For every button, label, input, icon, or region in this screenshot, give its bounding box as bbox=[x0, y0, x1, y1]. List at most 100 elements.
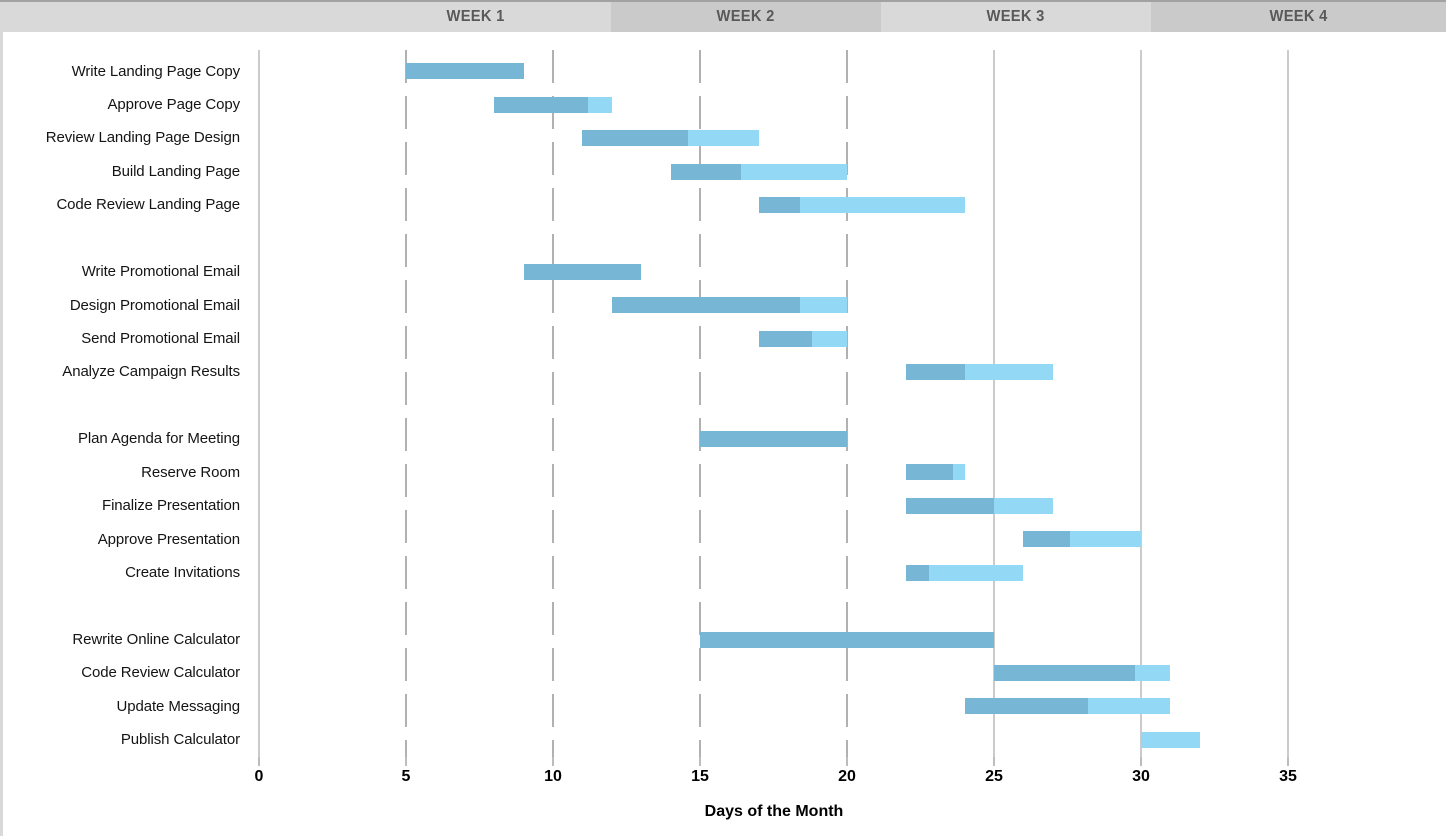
task-bar-remaining-segment bbox=[993, 497, 1053, 514]
task-label: Review Landing Page Design bbox=[45, 129, 240, 147]
task-label: Send Promotional Email bbox=[81, 329, 240, 347]
task-bar-complete-segment bbox=[611, 297, 800, 314]
x-tick-10 bbox=[552, 757, 554, 766]
task-bar-remaining-segment bbox=[1088, 698, 1171, 715]
task-bar-remaining-segment bbox=[688, 130, 759, 147]
task-bar-remaining-segment bbox=[1070, 531, 1141, 548]
week-band-3: WEEK 3 bbox=[881, 2, 1151, 32]
week-3-label: WEEK 3 bbox=[986, 8, 1046, 25]
task-bar[interactable] bbox=[905, 464, 965, 481]
task-bar-remaining-segment bbox=[929, 564, 1024, 581]
x-axis-title: Days of the Month bbox=[704, 803, 844, 820]
task-bar[interactable] bbox=[406, 63, 524, 80]
week-1-label: WEEK 1 bbox=[446, 8, 506, 25]
task-bar[interactable] bbox=[611, 297, 847, 314]
gridline-day-30 bbox=[1140, 50, 1142, 757]
x-tick-label-10: 10 bbox=[544, 768, 562, 785]
task-bar[interactable] bbox=[905, 364, 1053, 381]
task-label: Rewrite Online Calculator bbox=[72, 630, 240, 648]
task-label: Finalize Presentation bbox=[102, 497, 240, 515]
task-label: Approve Page Copy bbox=[107, 95, 240, 113]
task-label: Code Review Calculator bbox=[81, 664, 240, 682]
task-bar-complete-segment bbox=[758, 196, 800, 213]
task-bar[interactable] bbox=[700, 430, 847, 447]
task-bar[interactable] bbox=[1141, 731, 1200, 748]
task-bar[interactable] bbox=[582, 130, 759, 147]
task-bar[interactable] bbox=[758, 196, 965, 213]
task-bar-complete-segment bbox=[964, 698, 1089, 715]
task-bar[interactable] bbox=[905, 497, 1053, 514]
x-tick-0 bbox=[258, 757, 260, 766]
x-tick-label-15: 15 bbox=[691, 768, 709, 785]
x-tick-label-30: 30 bbox=[1132, 768, 1150, 785]
gridline-day-25 bbox=[993, 50, 995, 757]
task-bar-complete-segment bbox=[523, 263, 642, 280]
task-bar[interactable] bbox=[905, 564, 1024, 581]
task-label: Analyze Campaign Results bbox=[62, 363, 240, 381]
gridline-day-15 bbox=[699, 50, 701, 757]
x-tick-5 bbox=[405, 757, 407, 766]
task-bar-complete-segment bbox=[905, 364, 965, 381]
x-tick-35 bbox=[1287, 757, 1289, 766]
task-bar-remaining-segment bbox=[964, 364, 1053, 381]
task-bar-complete-segment bbox=[1023, 531, 1071, 548]
task-bar[interactable] bbox=[523, 263, 642, 280]
task-bar-remaining-segment bbox=[811, 330, 847, 347]
task-bar-remaining-segment bbox=[1135, 664, 1171, 681]
task-label: Plan Agenda for Meeting bbox=[78, 430, 240, 448]
task-label: Update Messaging bbox=[116, 697, 241, 715]
gridline-day-10 bbox=[552, 50, 554, 757]
week-2-label: WEEK 2 bbox=[716, 8, 776, 25]
week-band-4: WEEK 4 bbox=[1151, 2, 1446, 32]
x-tick-label-25: 25 bbox=[985, 768, 1003, 785]
task-bar[interactable] bbox=[758, 330, 847, 347]
task-bar[interactable] bbox=[994, 664, 1171, 681]
task-label: Write Landing Page Copy bbox=[71, 62, 240, 80]
task-bar-complete-segment bbox=[905, 464, 953, 481]
task-label: Approve Presentation bbox=[97, 530, 240, 548]
task-bar-remaining-segment bbox=[799, 196, 965, 213]
task-bar[interactable] bbox=[964, 698, 1171, 715]
task-bar-complete-segment bbox=[905, 564, 930, 581]
week-header: WEEK 1 WEEK 2 WEEK 3 WEEK 4 bbox=[0, 2, 1446, 32]
task-bar[interactable] bbox=[1023, 531, 1141, 548]
task-bar-complete-segment bbox=[700, 631, 994, 648]
task-bar[interactable] bbox=[494, 96, 612, 113]
x-tick-label-5: 5 bbox=[401, 768, 411, 785]
window-top-edge bbox=[0, 0, 1446, 2]
task-bar-complete-segment bbox=[994, 664, 1136, 681]
week-band-2: WEEK 2 bbox=[611, 2, 881, 32]
x-tick-label-35: 35 bbox=[1279, 768, 1297, 785]
task-bar[interactable] bbox=[670, 163, 847, 180]
x-tick-30 bbox=[1140, 757, 1142, 766]
gridline-day-35 bbox=[1287, 50, 1289, 757]
x-tick-20 bbox=[846, 757, 848, 766]
task-bar-remaining-segment bbox=[1141, 731, 1200, 748]
week-band-1: WEEK 1 bbox=[341, 2, 611, 32]
task-bar-complete-segment bbox=[582, 130, 689, 147]
task-bar-complete-segment bbox=[406, 63, 524, 80]
task-bar[interactable] bbox=[700, 631, 994, 648]
task-bar-complete-segment bbox=[670, 163, 742, 180]
task-bar-complete-segment bbox=[758, 330, 812, 347]
gridline-day-20 bbox=[846, 50, 848, 757]
task-label: Build Landing Page bbox=[111, 162, 240, 180]
task-bar-complete-segment bbox=[905, 497, 994, 514]
task-label: Publish Calculator bbox=[120, 731, 240, 749]
window-left-edge bbox=[0, 32, 3, 836]
gridline-day-5 bbox=[405, 50, 407, 757]
task-bar-remaining-segment bbox=[799, 297, 847, 314]
task-bar-complete-segment bbox=[494, 96, 589, 113]
x-tick-label-20: 20 bbox=[838, 768, 856, 785]
task-label: Reserve Room bbox=[141, 463, 240, 481]
x-tick-label-0: 0 bbox=[254, 768, 264, 785]
task-label: Code Review Landing Page bbox=[56, 196, 240, 214]
task-label: Create Invitations bbox=[125, 563, 240, 581]
x-tick-25 bbox=[993, 757, 995, 766]
x-tick-15 bbox=[699, 757, 701, 766]
task-bar-remaining-segment bbox=[952, 464, 965, 481]
gridline-day-0 bbox=[258, 50, 260, 757]
task-label: Design Promotional Email bbox=[69, 296, 240, 314]
